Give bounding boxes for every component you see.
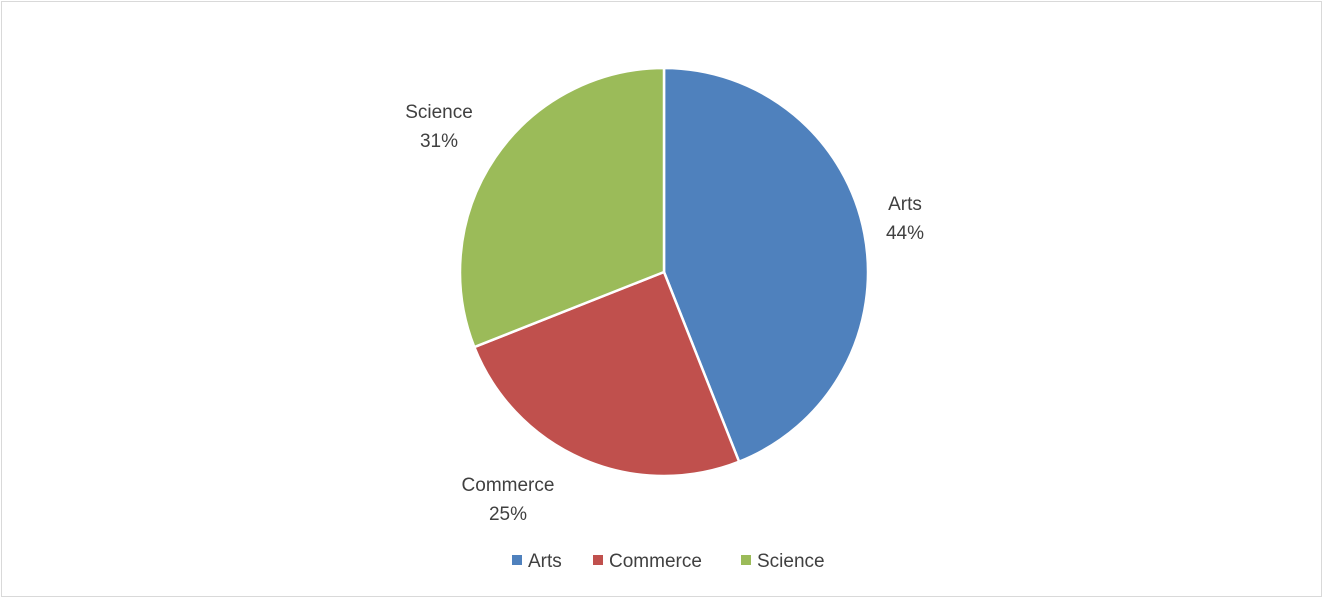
data-label-value: 25% bbox=[489, 504, 527, 525]
legend-swatch-arts bbox=[512, 555, 522, 565]
pie-slice-science bbox=[458, 66, 666, 349]
legend-swatch-commerce bbox=[593, 555, 603, 565]
legend-swatch-science bbox=[741, 555, 751, 565]
data-label-name: Science bbox=[405, 102, 473, 123]
data-label-name: Commerce bbox=[462, 475, 555, 496]
legend-label-science: Science bbox=[757, 551, 825, 572]
data-label-value: 31% bbox=[420, 131, 458, 152]
data-label-name: Arts bbox=[888, 194, 922, 215]
data-label-arts: Arts 44% bbox=[886, 194, 924, 244]
pie-slices bbox=[458, 66, 870, 478]
data-label-value: 44% bbox=[886, 223, 924, 244]
legend-label-arts: Arts bbox=[528, 551, 562, 572]
legend: Arts Commerce Science bbox=[512, 551, 825, 572]
legend-label-commerce: Commerce bbox=[609, 551, 702, 572]
data-labels: Arts 44% Commerce 25% Science 31% bbox=[405, 102, 924, 525]
data-label-commerce: Commerce 25% bbox=[462, 475, 555, 525]
pie-slice-arts bbox=[662, 66, 870, 463]
data-label-science: Science 31% bbox=[405, 102, 473, 152]
pie-slice-commerce bbox=[473, 270, 741, 478]
